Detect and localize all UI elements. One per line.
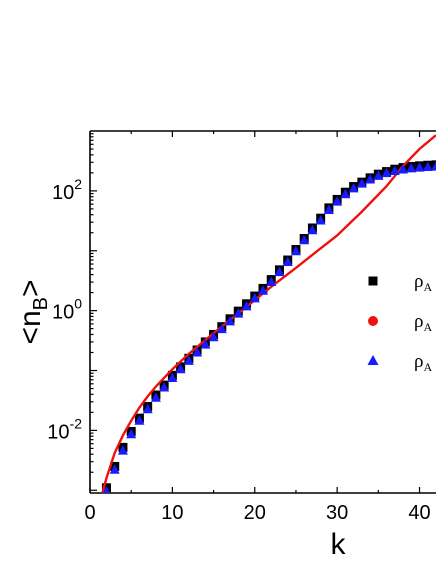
ticks xyxy=(89,131,421,493)
data-point-triangle xyxy=(274,266,285,277)
series-2 xyxy=(101,134,436,493)
data-point-triangle xyxy=(340,188,351,199)
data-point-triangle xyxy=(109,464,120,474)
data-point-triangle xyxy=(159,382,170,392)
data-point-triangle xyxy=(398,163,409,174)
data-point-triangle xyxy=(381,167,392,178)
data-point-triangle xyxy=(315,215,326,225)
data-point-triangle xyxy=(216,323,227,334)
data-point-triangle xyxy=(414,162,425,172)
series-1 xyxy=(101,160,436,493)
data-point-triangle xyxy=(422,161,433,172)
data-point-triangle xyxy=(117,445,128,455)
legend-label: ρA xyxy=(414,311,432,334)
x-tick-label: 40 xyxy=(408,502,430,524)
data-point-triangle xyxy=(332,196,343,206)
y-tick-label: 10-2 xyxy=(47,415,82,443)
legend-marker-triangle xyxy=(367,355,379,365)
data-point-triangle xyxy=(126,428,137,439)
data-point-triangle xyxy=(406,162,417,173)
legend-marker-square xyxy=(368,276,378,286)
series-line xyxy=(101,134,436,493)
data-point-triangle xyxy=(389,165,400,175)
legend-marker-circle xyxy=(368,316,378,326)
data-point-triangle xyxy=(241,300,252,311)
tick-labels: 0 10 20 30 40 10-2 100 102 xyxy=(47,176,430,524)
data-point-triangle xyxy=(192,346,203,357)
y-tick-label: 102 xyxy=(52,176,82,204)
data-point-triangle xyxy=(150,392,161,402)
data-point-triangle xyxy=(134,415,145,425)
data-point-triangle xyxy=(348,182,359,193)
x-tick-label: 0 xyxy=(84,502,95,524)
data-point-triangle xyxy=(102,486,111,493)
legend: ρA ρA ρA xyxy=(367,271,432,374)
data-point-triangle xyxy=(142,403,153,414)
data-point-triangle xyxy=(249,292,260,303)
data-point-triangle xyxy=(299,234,310,245)
data-point-triangle xyxy=(225,315,236,326)
legend-label: ρA xyxy=(414,351,432,374)
data-point-triangle xyxy=(365,173,376,184)
data-point-triangle xyxy=(208,331,219,342)
data-point-triangle xyxy=(431,161,436,171)
data-point-triangle xyxy=(282,256,293,266)
x-tick-label: 20 xyxy=(244,502,266,524)
legend-label: ρA xyxy=(414,271,432,294)
x-tick-label: 10 xyxy=(161,502,183,524)
y-axis-title: <nB> xyxy=(14,279,52,344)
data-point-triangle xyxy=(307,224,318,235)
data-point-triangle xyxy=(183,355,194,365)
series-3 xyxy=(102,161,436,493)
plot-area xyxy=(101,134,436,493)
data-point-triangle xyxy=(258,285,268,295)
data-point-triangle xyxy=(373,170,384,180)
x-axis-title: k xyxy=(331,528,347,561)
y-tick-label: 100 xyxy=(52,296,82,324)
axes-frame xyxy=(89,130,436,494)
data-point-triangle xyxy=(323,204,334,214)
x-tick-label: 30 xyxy=(326,502,348,524)
data-point-triangle xyxy=(233,308,244,318)
data-point-triangle xyxy=(175,363,186,374)
data-point-triangle xyxy=(200,339,211,349)
data-point-triangle xyxy=(290,245,301,256)
data-point-triangle xyxy=(356,178,367,188)
data-point-square xyxy=(431,160,436,170)
data-point-triangle xyxy=(266,276,277,287)
data-point-triangle xyxy=(167,372,178,382)
